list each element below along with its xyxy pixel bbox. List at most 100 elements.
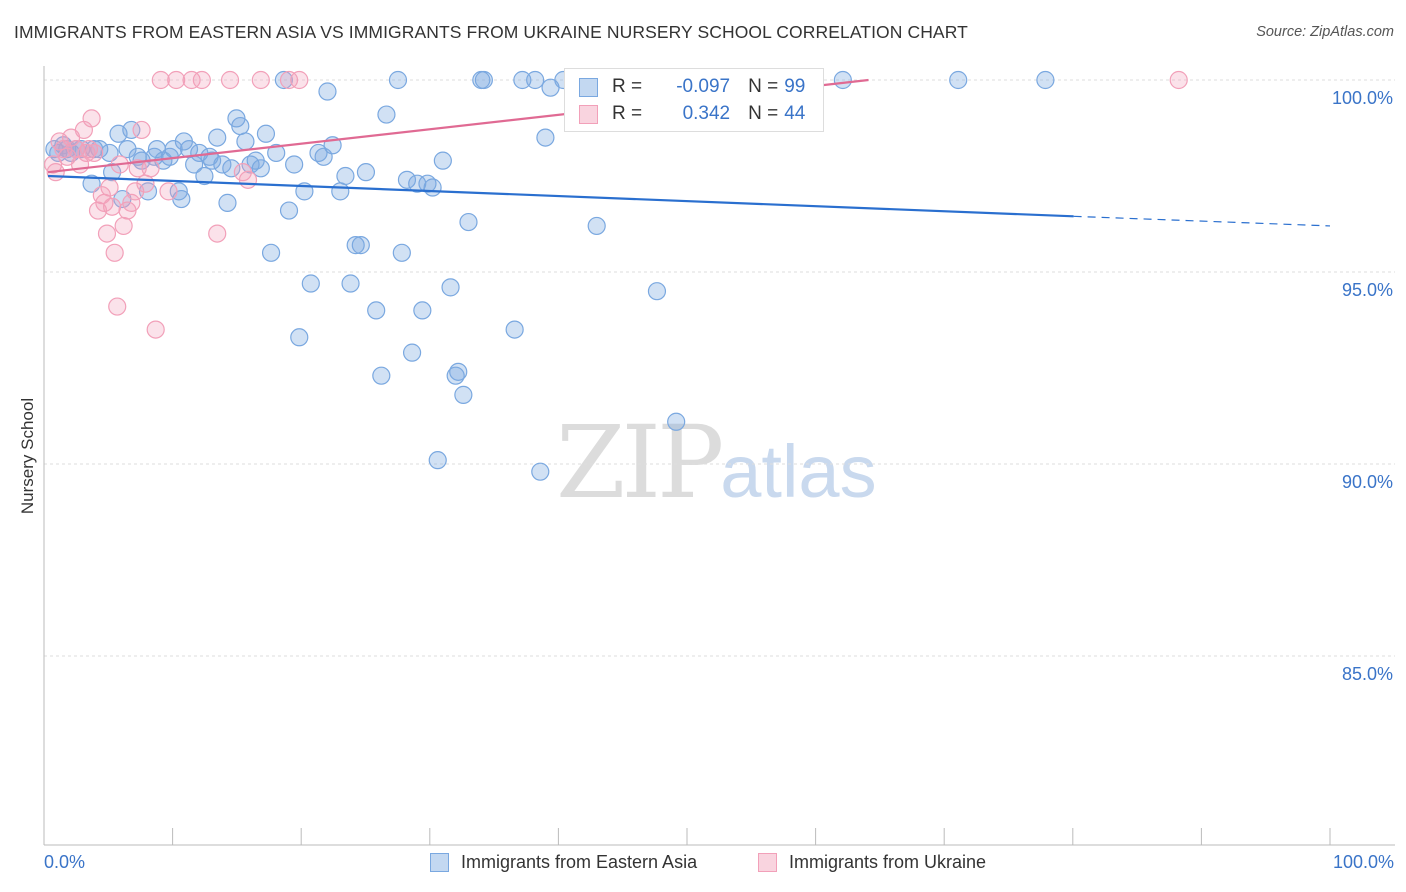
point-eastern-asia: [474, 70, 493, 90]
point-ukraine: [220, 70, 240, 90]
point-eastern-asia: [274, 70, 293, 90]
point-eastern-asia: [413, 301, 432, 320]
point-ukraine: [102, 197, 122, 216]
point-eastern-asia: [536, 128, 555, 147]
point-eastern-asia: [208, 128, 227, 147]
point-eastern-asia: [202, 151, 222, 170]
y-axis-label: Nursery School: [18, 397, 37, 515]
point-eastern-asia: [331, 182, 350, 201]
point-eastern-asia: [279, 201, 299, 220]
point-ukraine: [132, 120, 151, 140]
watermark-zip: ZIP: [556, 404, 724, 521]
point-ukraine: [85, 143, 104, 163]
legend-row-eastern-asia: R = -0.097 N = 99: [579, 75, 805, 99]
point-ukraine: [114, 216, 133, 236]
data-points: [44, 70, 1188, 481]
point-eastern-asia: [336, 166, 355, 186]
point-eastern-asia: [372, 366, 391, 385]
y-tick-label: 90.0%: [1342, 472, 1393, 492]
point-ukraine: [128, 159, 147, 178]
point-ukraine: [251, 70, 270, 90]
legend-swatch-eastern-asia: [430, 853, 449, 872]
point-ukraine: [126, 182, 145, 201]
legend-row-ukraine: R = 0.342 N = 44: [579, 102, 805, 126]
point-ukraine: [167, 70, 186, 90]
point-ukraine: [192, 70, 211, 90]
point-ukraine: [146, 320, 165, 339]
point-ukraine: [82, 109, 101, 128]
point-eastern-asia: [102, 163, 122, 182]
y-tick-label: 85.0%: [1342, 664, 1393, 684]
point-eastern-asia: [397, 170, 417, 189]
x-axis-max-label: 100.0%: [1332, 852, 1394, 872]
legend-label-ukraine: Immigrants from Ukraine: [789, 852, 987, 872]
legend-swatch-ukraine: [579, 104, 598, 124]
legend-item-ukraine: Immigrants from Ukraine: [758, 852, 986, 873]
point-eastern-asia: [428, 451, 447, 470]
point-eastern-asia: [251, 159, 270, 178]
point-eastern-asia: [408, 174, 427, 193]
y-tick-label: 95.0%: [1342, 280, 1393, 300]
point-ukraine: [67, 140, 86, 159]
point-eastern-asia: [1036, 70, 1055, 90]
legend-n-value: 44: [784, 103, 806, 124]
point-eastern-asia: [285, 155, 304, 174]
point-eastern-asia: [236, 132, 255, 151]
point-eastern-asia: [367, 301, 386, 320]
watermark: ZIPatlas: [556, 404, 877, 521]
point-ukraine: [151, 70, 170, 90]
point-eastern-asia: [392, 243, 411, 262]
point-ukraine: [159, 182, 178, 201]
point-eastern-asia: [833, 70, 852, 90]
point-ukraine: [208, 224, 227, 243]
point-eastern-asia: [195, 166, 214, 186]
point-ukraine: [97, 224, 117, 243]
point-eastern-asia: [513, 70, 532, 90]
point-eastern-asia: [423, 178, 442, 197]
point-eastern-asia: [454, 385, 473, 404]
point-eastern-asia: [290, 328, 309, 347]
y-tick-labels: 100.0% 95.0% 90.0% 85.0%: [1332, 88, 1393, 684]
point-eastern-asia: [256, 124, 276, 143]
legend-n-value: 99: [784, 76, 806, 97]
legend-label-eastern-asia: Immigrants from Eastern Asia: [461, 852, 698, 872]
legend-r-value: -0.097: [676, 76, 731, 97]
point-ukraine: [182, 70, 201, 90]
point-ukraine: [279, 70, 299, 90]
chart-title: IMMIGRANTS FROM EASTERN ASIA VS IMMIGRAN…: [14, 22, 968, 42]
point-eastern-asia: [587, 216, 606, 236]
point-ukraine: [108, 297, 127, 316]
trend-line-eastern-asia: [47, 174, 1074, 218]
point-eastern-asia: [118, 140, 137, 159]
point-ukraine: [136, 174, 155, 193]
point-eastern-asia: [222, 159, 241, 178]
series-legend: Immigrants from Eastern Asia Immigrants …: [0, 852, 1406, 878]
point-eastern-asia: [82, 174, 101, 193]
trend-line-eastern-asia-extension: [1073, 215, 1331, 227]
point-ukraine: [290, 70, 309, 90]
point-ukraine: [122, 193, 141, 212]
point-eastern-asia: [261, 243, 281, 262]
legend-swatch-ukraine: [758, 853, 777, 872]
point-eastern-asia: [441, 278, 460, 297]
point-eastern-asia: [449, 362, 468, 381]
point-eastern-asia: [388, 70, 408, 90]
legend-n-label: N =: [748, 76, 779, 97]
legend-swatch-eastern-asia: [579, 77, 598, 97]
point-eastern-asia: [459, 212, 478, 232]
legend-n-label: N =: [748, 103, 779, 124]
point-eastern-asia: [505, 320, 524, 339]
point-eastern-asia: [351, 236, 370, 255]
point-eastern-asia: [647, 282, 667, 301]
legend-r-value: 0.342: [682, 103, 731, 124]
point-eastern-asia: [377, 105, 396, 124]
point-eastern-asia: [213, 155, 232, 174]
axes: [43, 66, 1395, 846]
legend-r-label: R =: [612, 103, 643, 124]
point-eastern-asia: [318, 82, 337, 101]
watermark-atlas: atlas: [720, 430, 877, 513]
point-ukraine: [105, 243, 124, 262]
point-eastern-asia: [356, 163, 376, 182]
point-eastern-asia: [231, 116, 250, 136]
